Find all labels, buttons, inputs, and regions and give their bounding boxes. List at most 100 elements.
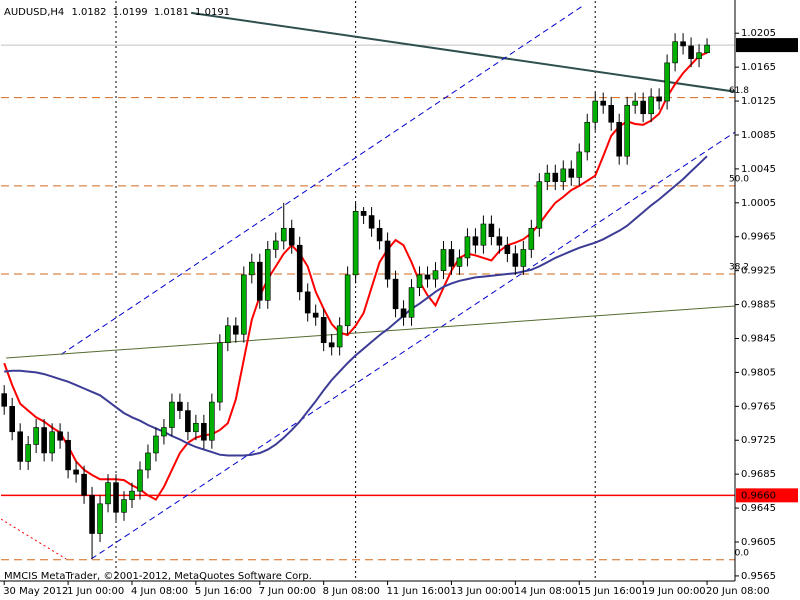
level-label-box: [736, 488, 798, 503]
candle-body: [528, 227, 535, 250]
candle-body: [129, 490, 135, 500]
trendline: [60, 5, 583, 356]
candle-body: [608, 104, 615, 123]
candle-body: [384, 240, 391, 280]
y-tick-label: 1.0125: [741, 96, 776, 107]
candle-body: [41, 427, 47, 454]
candle-body: [1, 393, 7, 407]
candle-body: [632, 100, 638, 106]
y-tick-label: 1.0085: [741, 130, 776, 141]
candle-body: [400, 308, 407, 318]
x-tick-label: 11 Jun 16:00: [387, 586, 451, 597]
candle-body: [57, 431, 63, 441]
bid-label: 1.0191: [741, 40, 776, 51]
candle-body: [424, 274, 431, 280]
candle-body: [328, 342, 335, 348]
candle-body: [520, 249, 527, 267]
y-tick-label: 0.9645: [741, 503, 776, 514]
candle-body: [9, 406, 15, 433]
candle-body: [344, 274, 351, 327]
candle-body: [368, 215, 375, 229]
last-open: 1.0182: [71, 7, 106, 18]
candle-body: [248, 261, 255, 276]
bid-label-box: [736, 38, 798, 53]
candle-body: [217, 342, 223, 403]
candle-body: [81, 473, 87, 496]
trendline: [90, 131, 735, 560]
candle-body: [616, 121, 622, 157]
trendline: [190, 11, 735, 93]
candle-body: [17, 431, 23, 462]
candle-body: [25, 444, 31, 462]
candle-body: [233, 325, 239, 335]
candle-body: [496, 236, 503, 246]
candle-body: [185, 410, 191, 433]
y-tick-label: 0.9685: [741, 469, 776, 480]
overlay: 61.8 50.0 38.2 0.0: [729, 86, 749, 558]
candle-body: [201, 422, 207, 441]
candle-body: [672, 41, 678, 64]
candle-body: [448, 249, 455, 267]
x-tick-label: 30 May 2012: [3, 586, 68, 597]
candle-body: [304, 291, 311, 314]
fibo-label: 50.0: [729, 174, 749, 184]
x-tick-label: 15 Jun 16:00: [578, 586, 642, 597]
y-tick-label: 1.0205: [741, 28, 776, 39]
candle-body: [336, 325, 343, 348]
candle-body: [145, 452, 151, 471]
fibo-label: 0.0: [735, 548, 750, 558]
candle-body: [320, 316, 327, 344]
candle-body: [408, 287, 415, 318]
candle-body: [65, 439, 71, 471]
y-tick-label: 0.9885: [741, 300, 776, 311]
indicator-line: [4, 155, 708, 457]
candle-body: [105, 482, 111, 505]
candle-body: [352, 210, 359, 276]
y-tick-label: 1.0165: [741, 62, 776, 73]
candle-body: [560, 168, 567, 182]
candle-body: [312, 312, 319, 318]
candle-body: [536, 181, 543, 229]
candle-body: [568, 168, 575, 178]
x-tick-label: 1 Jun 00:00: [67, 586, 124, 597]
candle-body: [656, 96, 662, 102]
candle-body: [648, 96, 654, 115]
candle-body: [456, 257, 463, 267]
fibo-label: 61.8: [729, 86, 749, 96]
candle-body: [512, 253, 519, 267]
candle-body: [49, 431, 55, 454]
y-tick-label: 0.9965: [741, 232, 776, 243]
candle-body: [225, 325, 231, 344]
candle-body: [161, 427, 167, 437]
plot-area: [1, 1, 735, 581]
candle-body: [121, 499, 127, 513]
y-tick-label: 0.9725: [741, 435, 776, 446]
candle-body: [33, 427, 39, 445]
y-tick-label: 1.0045: [741, 164, 776, 175]
candle-body: [376, 227, 383, 242]
candle-body: [97, 503, 103, 534]
candle-body: [360, 210, 367, 216]
x-tick-label: 5 Jun 16:00: [195, 586, 252, 597]
fibo-label: 38.2: [729, 263, 749, 273]
symbol: AUDUSD,H4: [4, 7, 64, 18]
candle-body: [640, 100, 646, 115]
candle-body: [113, 482, 119, 513]
candle-body: [472, 236, 479, 246]
candle-body: [488, 223, 495, 238]
x-tick-label: 4 Jun 08:00: [131, 586, 188, 597]
y-tick-label: 0.9565: [741, 571, 776, 582]
candle-body: [552, 172, 559, 182]
candle-body: [296, 244, 303, 293]
y-tick-label: 0.9765: [741, 401, 776, 412]
candle-body: [600, 100, 607, 106]
last-close: 1.0191: [195, 7, 230, 18]
y-tick-label: 0.9605: [741, 537, 776, 548]
candle-body: [464, 236, 471, 259]
candle-body: [89, 495, 95, 534]
candle-body: [416, 274, 423, 288]
candle-body: [696, 52, 702, 59]
candle-body: [664, 62, 670, 102]
